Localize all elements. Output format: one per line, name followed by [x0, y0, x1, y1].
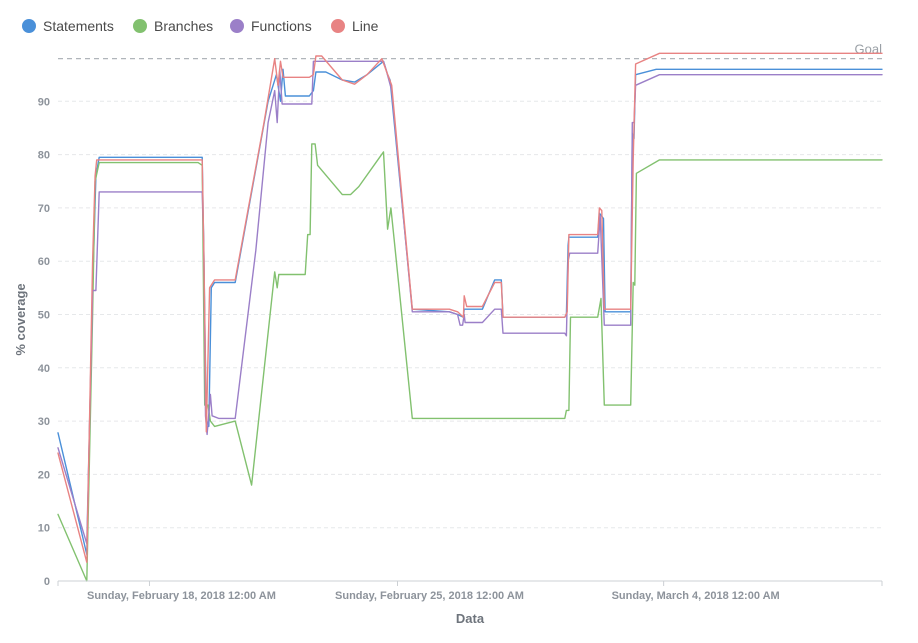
- y-tick-label: 90: [38, 96, 50, 108]
- legend-label-line: Line: [352, 18, 379, 34]
- y-axis-title: % coverage: [13, 283, 28, 355]
- y-tick-label: 0: [44, 576, 50, 588]
- series-line-branches: [57, 143, 883, 582]
- goal-line-group: Goal: [58, 42, 883, 60]
- y-tick-label: 40: [38, 363, 50, 375]
- x-tick-label: Sunday, February 25, 2018 12:00 AM: [335, 590, 524, 602]
- y-tick-label: 50: [38, 310, 50, 322]
- series-line-statements: [57, 60, 883, 556]
- legend-label-functions: Functions: [251, 18, 312, 34]
- y-tick-label: 30: [38, 416, 50, 428]
- x-tick-label: Sunday, March 4, 2018 12:00 AM: [612, 590, 780, 602]
- legend-label-statements: Statements: [43, 18, 114, 34]
- legend-marker-line: [331, 19, 345, 33]
- x-axis-title: Data: [456, 611, 485, 626]
- legend: Statements Branches Functions Line: [22, 18, 379, 34]
- y-tick-label: 70: [38, 203, 50, 215]
- goal-label: Goal: [855, 42, 883, 57]
- series-line-functions: [57, 60, 883, 545]
- axes: 0 10 20 30 40 50 60 70 80 90 Sunday, February 18, …: [38, 96, 883, 602]
- legend-label-branches: Branches: [154, 18, 213, 34]
- legend-marker-statements: [22, 19, 36, 33]
- y-tick-label: 10: [38, 523, 50, 535]
- legend-marker-functions: [230, 19, 244, 33]
- legend-marker-branches: [133, 19, 147, 33]
- grid: [58, 100, 882, 529]
- series-group: [57, 52, 883, 582]
- y-tick-label: 60: [38, 256, 50, 268]
- y-tick-label: 80: [38, 150, 50, 162]
- y-tick-label: 20: [38, 469, 50, 481]
- x-tick-label: Sunday, February 18, 2018 12:00 AM: [87, 590, 276, 602]
- series-line-line: [57, 52, 883, 563]
